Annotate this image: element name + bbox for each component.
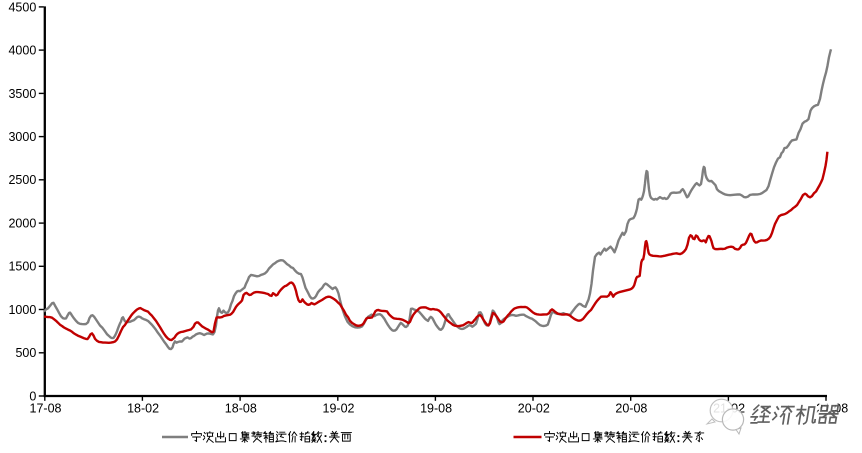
svg-text:4500: 4500 [8, 0, 36, 14]
svg-text:18-08: 18-08 [225, 401, 257, 415]
svg-text:20-08: 20-08 [615, 401, 647, 415]
svg-text:0: 0 [29, 389, 36, 403]
svg-text:3500: 3500 [8, 87, 36, 101]
svg-text:1000: 1000 [8, 303, 36, 317]
svg-text:1500: 1500 [8, 260, 36, 274]
svg-text:4000: 4000 [8, 44, 36, 58]
svg-text:2500: 2500 [8, 173, 36, 187]
svg-text:18-02: 18-02 [127, 401, 159, 415]
svg-text:19-08: 19-08 [420, 401, 452, 415]
svg-text:17-08: 17-08 [30, 401, 62, 415]
svg-text:20-02: 20-02 [518, 401, 550, 415]
svg-text:3000: 3000 [8, 130, 36, 144]
svg-text:500: 500 [15, 346, 36, 360]
svg-text:2000: 2000 [8, 217, 36, 231]
svg-text:19-02: 19-02 [323, 401, 355, 415]
